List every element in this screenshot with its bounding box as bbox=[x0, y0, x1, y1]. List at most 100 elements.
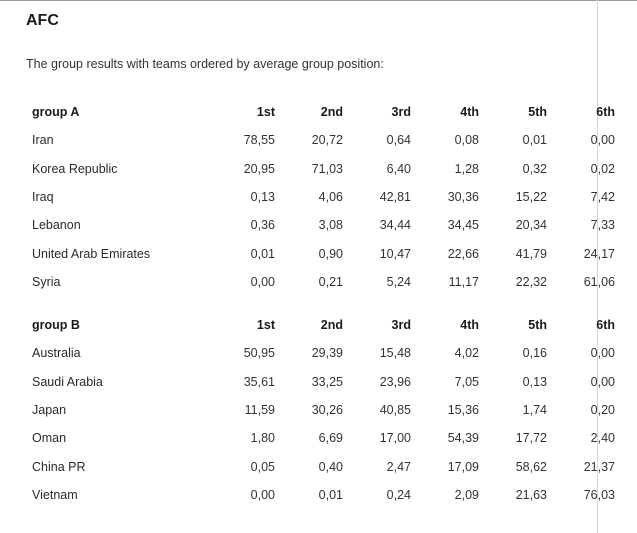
percentage-cell: 1,28 bbox=[454, 161, 479, 176]
team-name: Syria bbox=[32, 274, 61, 289]
percentage-cell: 7,33 bbox=[590, 218, 615, 233]
percentage-cell: 58,62 bbox=[515, 459, 547, 474]
column-header: 3rd bbox=[391, 105, 411, 120]
percentage-cell: 15,48 bbox=[379, 346, 411, 361]
percentage-cell: 71,03 bbox=[311, 161, 343, 176]
percentage-cell: 21,37 bbox=[583, 459, 615, 474]
percentage-cell: 11,59 bbox=[244, 403, 275, 418]
percentage-cell: 76,03 bbox=[583, 487, 615, 502]
percentage-cell: 35,61 bbox=[243, 374, 275, 389]
team-name: Iran bbox=[32, 133, 54, 148]
column-header: 2nd bbox=[320, 105, 343, 120]
percentage-cell: 0,20 bbox=[590, 403, 615, 418]
percentage-cell: 4,02 bbox=[454, 346, 479, 361]
table-row: Lebanon 0,36 3,08 34,44 34,45 20,34 7,33 bbox=[26, 211, 615, 239]
percentage-cell: 33,25 bbox=[311, 374, 343, 389]
percentage-cell: 42,81 bbox=[379, 190, 411, 205]
percentage-cell: 41,79 bbox=[515, 246, 547, 261]
column-header: 4th bbox=[460, 105, 479, 120]
percentage-cell: 15,22 bbox=[515, 190, 547, 205]
percentage-cell: 17,00 bbox=[379, 431, 411, 446]
percentage-cell: 17,72 bbox=[515, 431, 547, 446]
percentage-cell: 23,96 bbox=[379, 374, 411, 389]
percentage-cell: 0,08 bbox=[454, 133, 479, 148]
table-row: Japan 11,59 30,26 40,85 15,36 1,74 0,20 bbox=[26, 396, 615, 424]
table-row: Oman 1,80 6,69 17,00 54,39 17,72 2,40 bbox=[26, 424, 615, 452]
table-row: Syria 0,00 0,21 5,24 11,17 22,32 61,06 bbox=[26, 268, 615, 296]
column-header: 2nd bbox=[320, 318, 343, 333]
percentage-cell: 0,64 bbox=[386, 133, 411, 148]
table-row: Saudi Arabia 35,61 33,25 23,96 7,05 0,13… bbox=[26, 368, 615, 396]
page-title: AFC bbox=[26, 12, 59, 29]
column-header: 1st bbox=[256, 105, 275, 120]
table-row: Korea Republic 20,95 71,03 6,40 1,28 0,3… bbox=[26, 155, 615, 183]
percentage-cell: 4,06 bbox=[318, 190, 343, 205]
group-b-table: group B 1st 2nd 3rd 4th 5th 6th Australi… bbox=[26, 311, 615, 509]
team-name: China PR bbox=[32, 459, 86, 474]
percentage-cell: 34,45 bbox=[447, 218, 479, 233]
table-row: Iraq 0,13 4,06 42,81 30,36 15,22 7,42 bbox=[26, 183, 615, 211]
percentage-cell: 0,21 bbox=[318, 274, 343, 289]
percentage-cell: 11,17 bbox=[448, 274, 479, 289]
group-a-table: group A 1st 2nd 3rd 4th 5th 6th Iran 78,… bbox=[26, 98, 615, 296]
team-name: United Arab Emirates bbox=[32, 246, 151, 261]
team-name: Korea Republic bbox=[32, 161, 118, 176]
table-header-row: group B 1st 2nd 3rd 4th 5th 6th bbox=[26, 311, 615, 339]
percentage-cell: 40,85 bbox=[379, 403, 411, 418]
table-row: Vietnam 0,00 0,01 0,24 2,09 21,63 76,03 bbox=[26, 481, 615, 509]
group-header: group A bbox=[32, 105, 80, 120]
table-row: China PR 0,05 0,40 2,47 17,09 58,62 21,3… bbox=[26, 452, 615, 480]
percentage-cell: 0,40 bbox=[318, 459, 343, 474]
percentage-cell: 50,95 bbox=[243, 346, 275, 361]
percentage-cell: 22,32 bbox=[515, 274, 547, 289]
percentage-cell: 22,66 bbox=[447, 246, 479, 261]
percentage-cell: 3,08 bbox=[318, 218, 343, 233]
column-header: 5th bbox=[528, 105, 547, 120]
table-row: Australia 50,95 29,39 15,48 4,02 0,16 0,… bbox=[26, 339, 615, 367]
column-header: 6th bbox=[596, 318, 615, 333]
percentage-cell: 0,32 bbox=[522, 161, 547, 176]
percentage-cell: 29,39 bbox=[311, 346, 343, 361]
percentage-cell: 24,17 bbox=[583, 246, 615, 261]
column-header: 6th bbox=[596, 105, 615, 120]
team-name: Australia bbox=[32, 346, 81, 361]
percentage-cell: 0,13 bbox=[522, 374, 547, 389]
percentage-cell: 2,40 bbox=[590, 431, 615, 446]
top-border bbox=[0, 0, 637, 1]
column-header: 4th bbox=[460, 318, 479, 333]
percentage-cell: 0,13 bbox=[250, 190, 275, 205]
percentage-cell: 10,47 bbox=[379, 246, 411, 261]
percentage-cell: 6,40 bbox=[386, 161, 411, 176]
team-name: Saudi Arabia bbox=[32, 374, 103, 389]
percentage-cell: 2,47 bbox=[386, 459, 411, 474]
column-header: 3rd bbox=[391, 318, 411, 333]
percentage-cell: 1,74 bbox=[522, 403, 547, 418]
percentage-cell: 20,72 bbox=[311, 133, 343, 148]
percentage-cell: 0,24 bbox=[386, 487, 411, 502]
percentage-cell: 61,06 bbox=[583, 274, 615, 289]
team-name: Vietnam bbox=[32, 487, 78, 502]
column-header: 1st bbox=[256, 318, 275, 333]
percentage-cell: 20,95 bbox=[243, 161, 275, 176]
right-divider bbox=[597, 0, 598, 533]
table-header-row: group A 1st 2nd 3rd 4th 5th 6th bbox=[26, 98, 615, 126]
percentage-cell: 2,09 bbox=[454, 487, 479, 502]
percentage-cell: 78,55 bbox=[243, 133, 275, 148]
percentage-cell: 17,09 bbox=[447, 459, 479, 474]
percentage-cell: 0,01 bbox=[318, 487, 343, 502]
percentage-cell: 0,00 bbox=[590, 374, 615, 389]
percentage-cell: 0,00 bbox=[250, 274, 275, 289]
percentage-cell: 0,00 bbox=[250, 487, 275, 502]
table-row: Iran 78,55 20,72 0,64 0,08 0,01 0,00 bbox=[26, 126, 615, 154]
percentage-cell: 0,16 bbox=[522, 346, 547, 361]
percentage-cell: 5,24 bbox=[386, 274, 411, 289]
team-name: Japan bbox=[32, 403, 67, 418]
percentage-cell: 0,00 bbox=[590, 346, 615, 361]
percentage-cell: 7,05 bbox=[454, 374, 479, 389]
column-header: 5th bbox=[528, 318, 547, 333]
percentage-cell: 20,34 bbox=[515, 218, 547, 233]
percentage-cell: 15,36 bbox=[447, 403, 479, 418]
percentage-cell: 6,69 bbox=[318, 431, 343, 446]
team-name: Oman bbox=[32, 431, 67, 446]
percentage-cell: 0,00 bbox=[590, 133, 615, 148]
